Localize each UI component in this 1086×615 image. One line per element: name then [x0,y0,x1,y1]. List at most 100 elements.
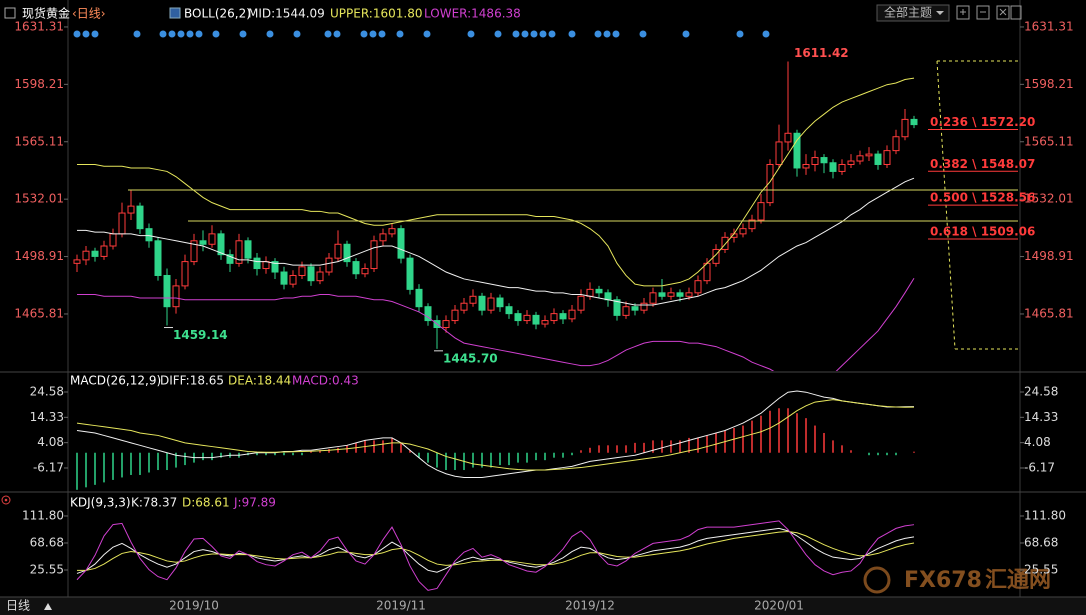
candle-body [100,245,108,257]
signal-dot [682,30,690,38]
candle-body [334,243,342,259]
signal-dot [73,30,81,38]
x-tick-label: 2019/10 [169,599,219,613]
candle-body [820,157,828,164]
signal-dot [177,30,185,38]
candle-body [244,240,252,259]
candle-body [361,268,369,275]
indicator-icon[interactable] [169,7,181,19]
plot-area [73,61,918,371]
watermark-logo [863,566,891,594]
y-tick-label: 1598.21 [14,77,64,91]
candle-body [262,261,270,270]
candle-body [325,257,333,273]
legend-entry: UPPER:1601.80 [330,7,422,21]
period-tab[interactable]: 日线 [6,599,30,613]
indicator-name: BOLL(26,2) [184,7,251,21]
candle-body [901,118,909,138]
candle-body [91,250,99,257]
signal-dot [293,30,301,38]
signal-dot [91,30,99,38]
candle-body [685,292,693,297]
candle-body [505,306,513,315]
y-tick-label: 68.68 [1024,535,1058,549]
signal-dot [494,30,502,38]
candle-body [352,261,360,275]
candle-body [613,299,621,316]
panel-icon[interactable] [4,498,8,502]
y-tick-label: -6.17 [1024,460,1055,474]
candle-body [370,240,378,270]
signal-dot [612,30,620,38]
y-tick-label: 4.08 [37,435,64,449]
candle-body [766,163,774,204]
candle-body [496,297,504,308]
y-tick-label: 1465.81 [1024,306,1074,320]
y-tick-label: 1631.31 [14,19,64,33]
candle-body [172,285,180,308]
date-bar [0,597,1086,615]
x-tick-label: 2019/11 [376,599,426,613]
y-tick-label: 24.58 [30,385,64,399]
candle-body [892,136,900,152]
x-tick-label: 2020/01 [754,599,804,613]
x-tick-label: 2019/12 [565,599,615,613]
dropdown-arrow[interactable] [936,11,944,15]
signal-dot [266,30,274,38]
candle-body [550,313,558,322]
candle-body [145,228,153,242]
y-tick-label: 25.55 [1024,562,1058,576]
candle-body [343,243,351,263]
candle-body [154,240,162,276]
candle-body [856,155,864,162]
candle-body [73,259,81,264]
candle-body [82,250,90,261]
theme-button-label[interactable]: 全部主题 [884,5,932,20]
y-tick-label: 4.08 [1024,435,1051,449]
instrument-title: 现货黄金 [22,6,70,21]
candle-body [460,302,468,311]
candle-body [316,271,324,282]
boll-line [77,177,915,306]
candle-body [181,261,189,287]
candle-body [379,233,387,242]
period-label[interactable]: ‹日线› [72,7,106,21]
plot-area [76,390,915,490]
candle-body [226,254,234,264]
header-icon[interactable] [4,7,16,19]
candle-body [622,306,630,316]
candle-body [541,320,549,325]
candle-body [559,313,567,320]
signal-dot [512,30,520,38]
y-tick-label: -6.17 [33,460,64,474]
candle-body [739,228,747,235]
theme-button[interactable] [876,4,950,22]
watermark-text: 汇通网 [985,568,1051,593]
legend-entry: D:68.61 [182,496,230,510]
signal-dot [396,30,404,38]
panel-icon[interactable] [1,495,11,505]
y-tick-label: 111.80 [22,508,64,522]
signal-dot [82,30,90,38]
y-tick-label: 1465.81 [14,306,64,320]
candle-body [910,118,918,126]
macd-line [76,399,915,471]
candle-body [514,313,522,322]
period-tab-arrow[interactable] [44,603,52,610]
indicator-name: MACD(26,12,9) [70,374,161,388]
macd-line [76,390,915,478]
candle-body [667,292,675,297]
candle-body [208,233,216,245]
candle-body [199,240,207,245]
kdj-line [76,520,915,591]
candle-body [442,320,450,329]
watermark-text: FX678 [904,568,982,593]
candle-body [847,160,855,165]
y-tick-label: 1598.21 [1024,77,1074,91]
toolbar-icons[interactable] [956,5,1022,20]
candle-body [784,132,792,143]
legend-entry: K:78.37 [131,496,177,510]
candle-body [757,202,765,221]
legend-entry: MID:1544.09 [248,7,325,21]
low-label: 1445.70 [443,351,498,365]
